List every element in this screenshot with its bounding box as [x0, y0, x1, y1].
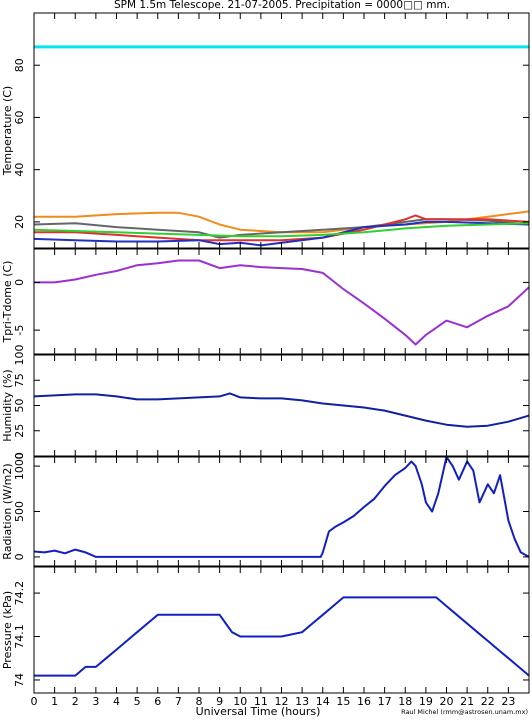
tpri_tdome-frame [33, 248, 530, 355]
humidity-series-line [33, 392, 530, 428]
x-tick-label: 16 [357, 695, 371, 708]
x-tick-label: 8 [196, 695, 203, 708]
humidity-ytick-label: 25 [13, 424, 26, 438]
temperature-ytick-label: 20 [13, 215, 26, 229]
radiation-series-line [33, 456, 530, 558]
x-tick-label: 17 [378, 695, 392, 708]
chart-title: SPM 1.5m Telescope. 21-07-2005. Precipit… [114, 0, 450, 11]
pressure-ylabel: Pressure (kPa) [1, 591, 14, 669]
x-tick-label: 4 [113, 695, 120, 708]
x-tick-label: 13 [295, 695, 309, 708]
temperature-ytick-label: 60 [13, 110, 26, 124]
x-tick-label: 19 [419, 695, 433, 708]
tpri_tdome-ylabel: Tpri-Tdome (C) [1, 261, 14, 344]
temperature-series-line [33, 220, 530, 247]
humidity-frame [33, 354, 530, 457]
radiation-ytick-label: 0 [13, 553, 26, 560]
x-tick-label: 18 [398, 695, 412, 708]
x-tick-label: 3 [92, 695, 99, 708]
humidity-ytick-label: 100 [13, 345, 26, 366]
radiation-frame [33, 456, 530, 567]
pressure-series-line [34, 596, 530, 677]
humidity-ylabel: Humidity (%) [1, 369, 14, 441]
humidity-panel: 0 25 50 75 100 Humidity (%) [1, 345, 530, 460]
temperature-ytick-label: 80 [13, 58, 26, 72]
x-tick-label: 15 [336, 695, 350, 708]
x-tick-label: 21 [460, 695, 474, 708]
x-tick-label: 20 [440, 695, 454, 708]
credit-text: Raul Michel (rmm@astrosen.unam.mx) [401, 708, 528, 716]
x-tick-label: 2 [72, 695, 79, 708]
pressure-ytick-label: 74.1 [13, 624, 26, 649]
x-tick-label: 11 [254, 695, 268, 708]
tpri_tdome-ytick-label: -5 [13, 325, 26, 336]
radiation-ytick-label: 1000 [13, 452, 26, 480]
x-tick-label: 14 [316, 695, 330, 708]
x-tick-label: 5 [134, 695, 141, 708]
tpri_tdome-series-line [34, 259, 530, 346]
radiation-ylabel: Radiation (W/m2) [1, 463, 14, 559]
pressure-ytick-label: 74 [13, 673, 26, 687]
tpri_tdome-ytick-label: 0 [13, 279, 26, 286]
x-tick-label: 10 [233, 695, 247, 708]
temperature-ylabel: Temperature (C) [1, 86, 14, 176]
x-tick-label: 23 [501, 695, 515, 708]
x-tick-label: 12 [275, 695, 289, 708]
temperature-panel: 20 40 60 80 Temperature (C) [1, 12, 530, 249]
humidity-ytick-label: 75 [13, 373, 26, 387]
pressure-frame [33, 566, 530, 694]
humidity-ytick-label: 0 [13, 453, 26, 460]
x-tick-label: 9 [216, 695, 223, 708]
temperature-ytick-label: 40 [13, 163, 26, 177]
humidity-ytick-label: 50 [13, 399, 26, 413]
temperature-series-line [33, 222, 530, 238]
pressure-ytick-label: 74.2 [13, 581, 26, 606]
x-tick-label: 1 [51, 695, 58, 708]
x-tick-label: 6 [154, 695, 161, 708]
x-tick-label: 22 [481, 695, 495, 708]
x-axis-label: Universal Time (hours) [196, 705, 321, 718]
x-tick-label: 7 [175, 695, 182, 708]
x-tick-label: 0 [31, 695, 38, 708]
radiation-ytick-label: 500 [13, 501, 26, 522]
